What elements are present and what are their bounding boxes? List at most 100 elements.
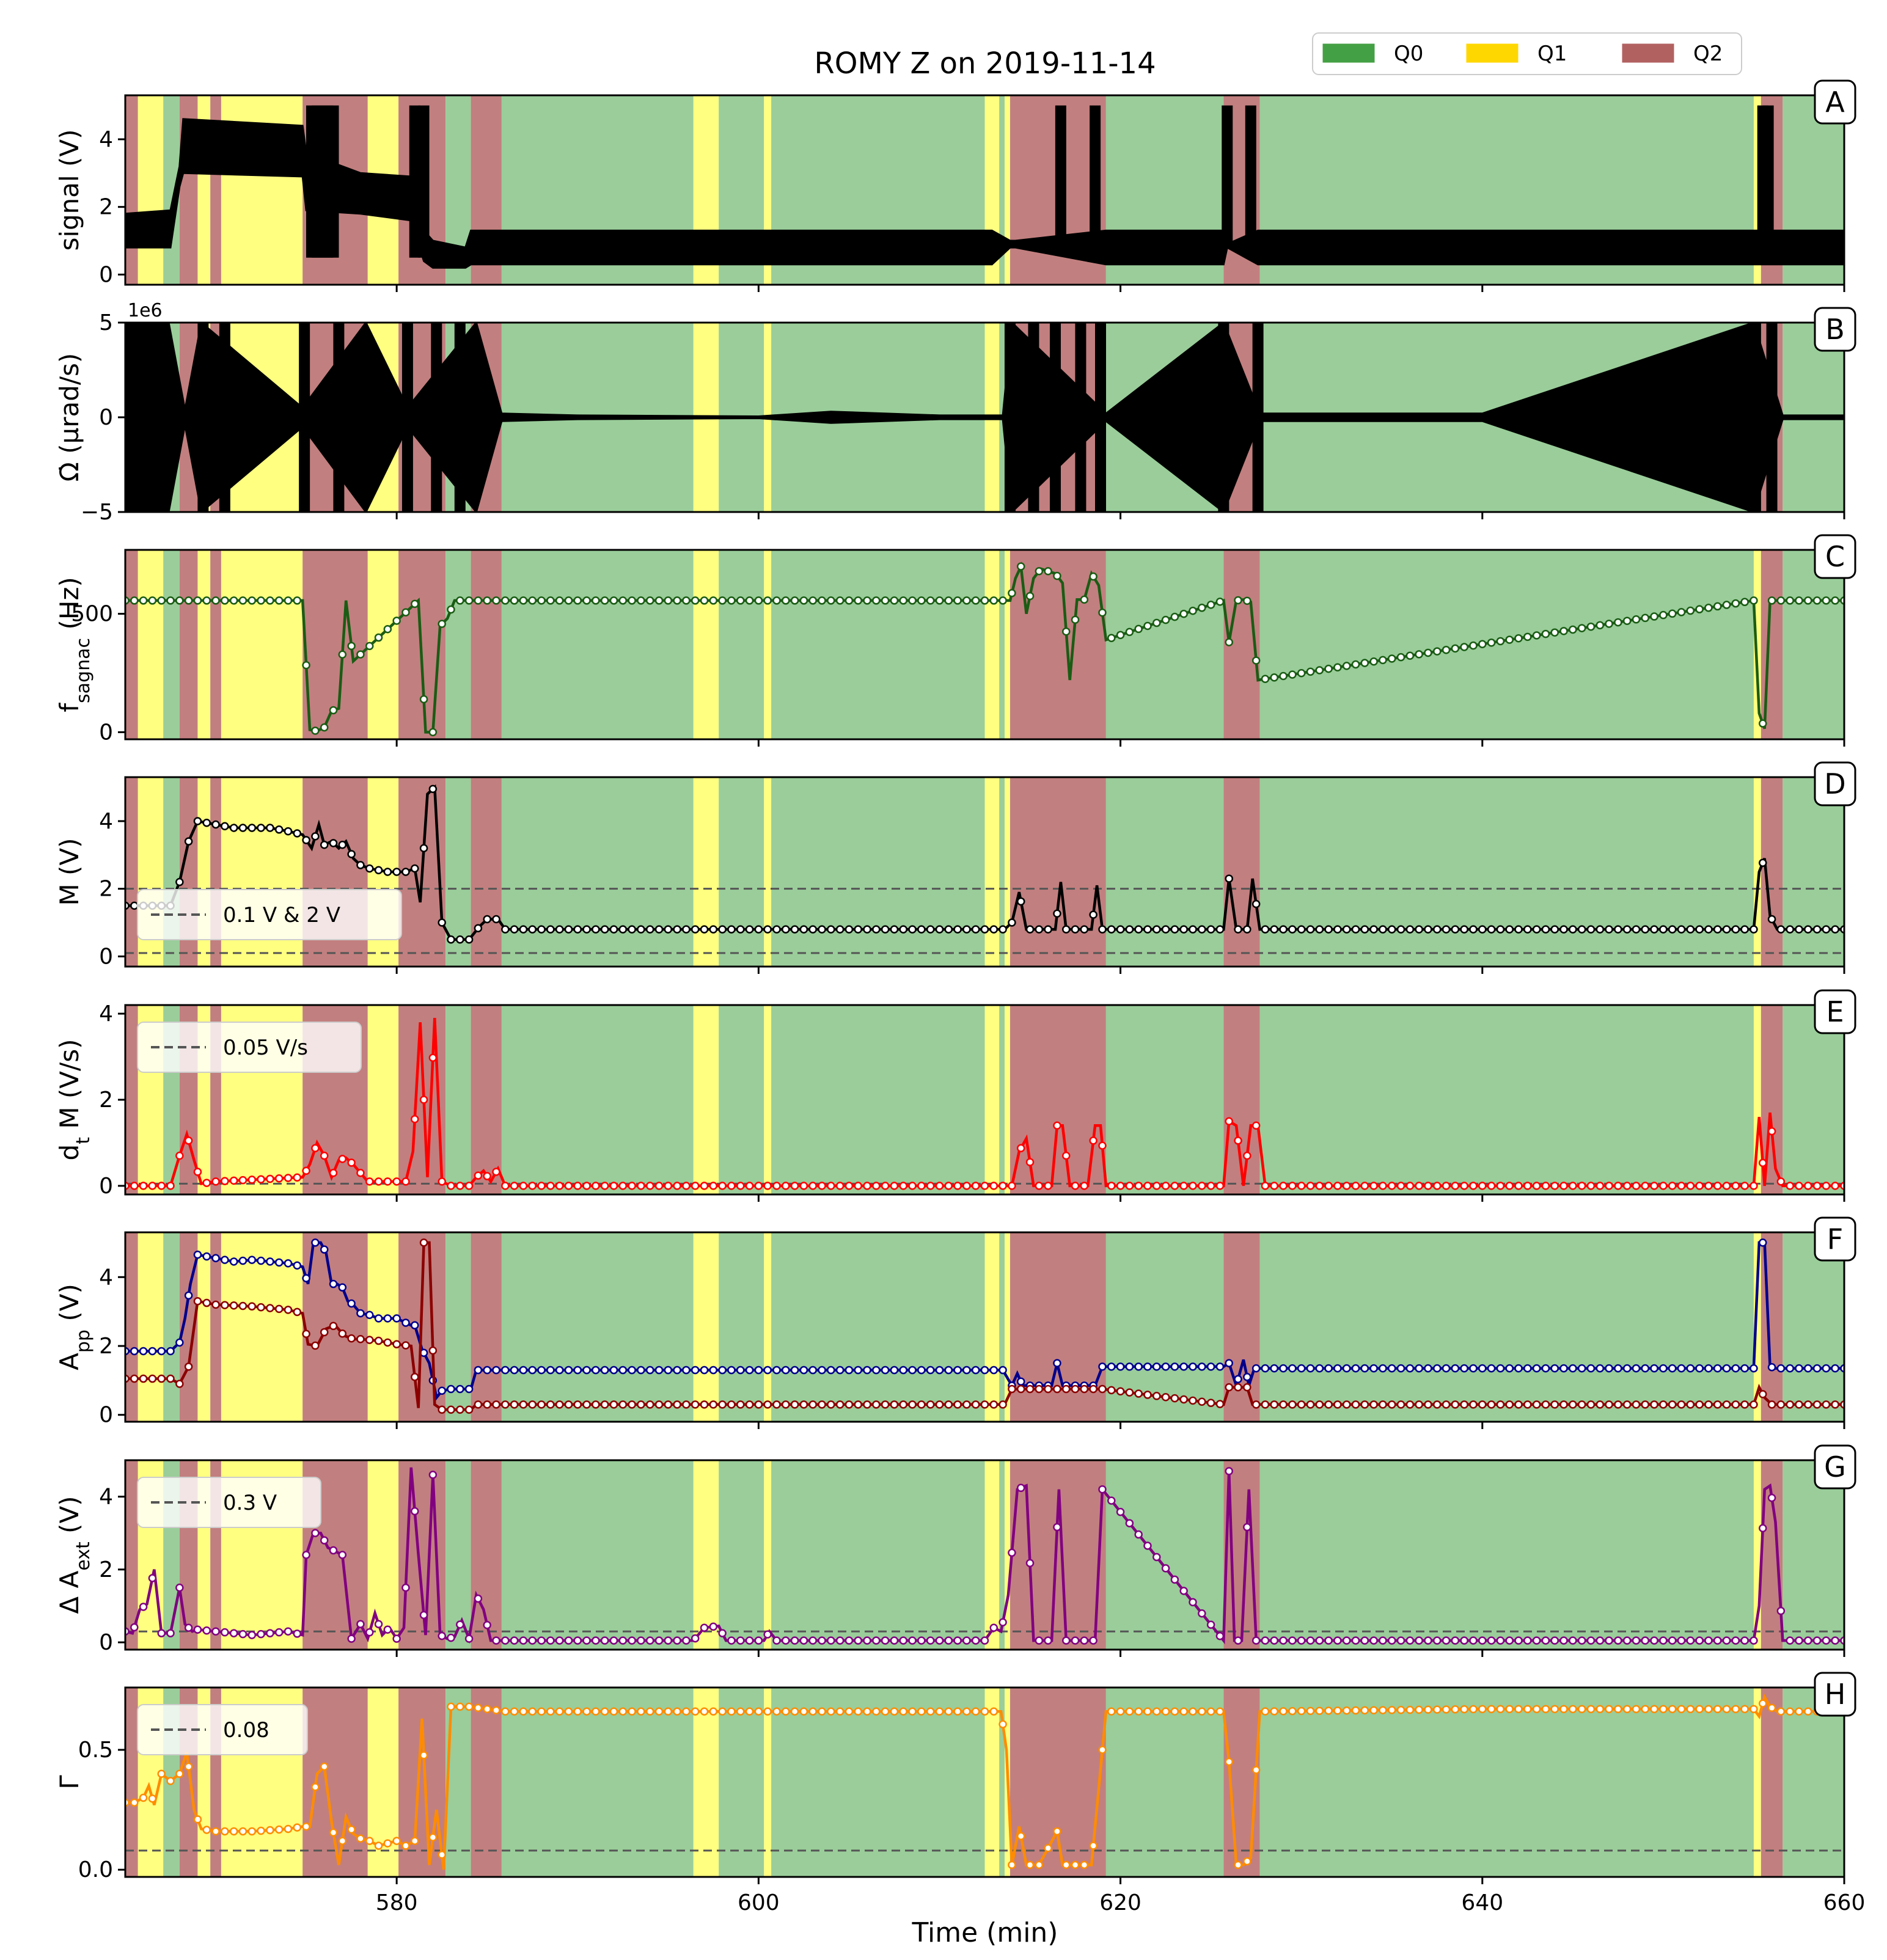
data-point	[1776, 1400, 1786, 1409]
data-point	[980, 1400, 989, 1409]
data-point	[193, 817, 202, 825]
data-point	[827, 596, 835, 605]
data-point	[302, 1166, 310, 1175]
data-point	[645, 1400, 654, 1409]
data-point	[1061, 1151, 1071, 1160]
data-point	[618, 596, 628, 605]
data-point	[1008, 1384, 1016, 1394]
data-point	[139, 1793, 148, 1802]
data-point	[1740, 1400, 1749, 1409]
data-point	[537, 1636, 546, 1645]
data-point	[772, 1636, 781, 1645]
data-point	[1405, 1636, 1415, 1645]
data-point	[673, 1636, 681, 1645]
data-point	[1107, 1707, 1116, 1716]
span-Q2	[1223, 777, 1260, 967]
y-tick-label: 4	[99, 809, 113, 834]
data-point	[654, 1366, 664, 1375]
span-Q0	[1259, 1232, 1754, 1422]
data-point	[1605, 1364, 1613, 1373]
data-point	[745, 1182, 754, 1190]
data-point	[1342, 662, 1351, 670]
data-point	[1586, 1400, 1596, 1409]
data-point	[745, 1366, 754, 1375]
data-point	[1433, 925, 1442, 934]
data-point	[1342, 1400, 1351, 1409]
y-tick-label: 0	[99, 720, 113, 745]
data-point	[1089, 1136, 1097, 1145]
data-point	[1379, 1364, 1387, 1373]
data-point	[908, 1182, 917, 1190]
panel-letter: C	[1825, 540, 1845, 573]
data-point	[1152, 1362, 1161, 1371]
data-point	[1822, 1636, 1831, 1645]
data-point	[1605, 1182, 1613, 1190]
data-point	[528, 1707, 537, 1716]
data-point	[1614, 1636, 1622, 1645]
data-point	[1767, 1400, 1776, 1409]
data-point	[727, 1366, 736, 1375]
data-point	[1487, 925, 1496, 934]
data-point	[1324, 1400, 1333, 1409]
data-point	[835, 1636, 845, 1645]
data-point	[1143, 925, 1152, 934]
data-point	[510, 1707, 519, 1716]
data-point	[1505, 1182, 1514, 1190]
data-point	[247, 1827, 257, 1836]
data-point	[1152, 925, 1161, 934]
data-point	[1659, 610, 1668, 620]
data-point	[1487, 1400, 1496, 1409]
data-point	[736, 596, 745, 605]
data-point	[1433, 1400, 1442, 1409]
span-Q0	[999, 550, 1005, 739]
data-point	[419, 1751, 428, 1760]
data-point	[691, 596, 700, 605]
data-point	[1532, 1636, 1541, 1645]
data-point	[347, 1334, 356, 1343]
data-point	[971, 925, 980, 934]
data-point	[618, 1182, 628, 1190]
data-point	[808, 1707, 817, 1716]
data-point	[1234, 925, 1242, 934]
data-point	[130, 1798, 139, 1807]
data-point	[998, 1720, 1007, 1728]
data-point	[1632, 615, 1641, 624]
data-point	[1396, 1400, 1405, 1409]
data-point	[1659, 1705, 1668, 1714]
data-point	[474, 924, 483, 933]
data-point	[637, 596, 645, 605]
data-point	[1053, 909, 1061, 918]
data-point	[555, 1707, 564, 1716]
data-point	[157, 1347, 166, 1356]
data-point	[1243, 1372, 1251, 1381]
data-point	[745, 1636, 754, 1645]
span-Q2	[125, 1232, 138, 1422]
data-point	[1025, 1384, 1035, 1394]
data-point	[600, 1366, 609, 1375]
data-point	[1008, 1860, 1016, 1870]
data-point	[890, 1366, 899, 1375]
y-axis-label: Δ Aext (V)	[54, 1496, 94, 1614]
data-point	[673, 1182, 681, 1190]
data-point	[600, 1707, 609, 1716]
data-point	[419, 844, 428, 852]
data-point	[1107, 1182, 1116, 1190]
data-point	[881, 1636, 890, 1645]
data-point	[1577, 1364, 1586, 1373]
data-point	[645, 1636, 654, 1645]
data-point	[1297, 1636, 1306, 1645]
data-point	[1514, 1400, 1523, 1409]
data-point	[356, 1309, 365, 1318]
data-point	[1053, 1121, 1061, 1130]
data-point	[157, 1374, 166, 1383]
data-point	[1008, 1548, 1016, 1557]
data-point	[881, 925, 890, 934]
data-point	[1523, 1705, 1532, 1714]
data-point	[600, 925, 609, 934]
span-Q0	[719, 777, 764, 967]
data-point	[555, 1366, 564, 1375]
data-point	[1143, 1362, 1152, 1371]
span-Q2	[1761, 777, 1783, 967]
data-point	[365, 1177, 374, 1186]
